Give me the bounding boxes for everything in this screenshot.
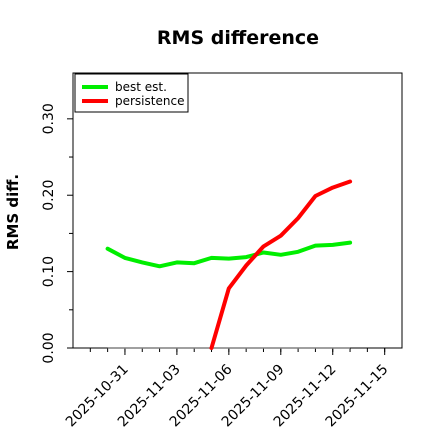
y-tick-label: 0.10 [41, 256, 57, 287]
x-axis: 2025-10-312025-11-032025-11-062025-11-09… [63, 348, 392, 430]
y-tick-label: 0.20 [41, 180, 57, 211]
y-axis: 0.00 0.10 0.20 0.30 [41, 103, 73, 364]
chart-title: RMS difference [157, 27, 319, 49]
series-layer [105, 179, 353, 350]
y-tick-label: 0.00 [41, 332, 57, 363]
legend-box [74, 73, 189, 113]
legend: best est. persistence [74, 73, 189, 113]
series-line-0 [105, 240, 353, 269]
legend-label-persistence: persistence [115, 94, 184, 108]
plot-frame [72, 72, 403, 349]
y-tick-label: 0.30 [41, 103, 57, 134]
legend-label-best-est: best est. [115, 80, 167, 94]
series-line-1 [209, 179, 353, 350]
y-axis-label: RMS diff. [4, 174, 22, 250]
